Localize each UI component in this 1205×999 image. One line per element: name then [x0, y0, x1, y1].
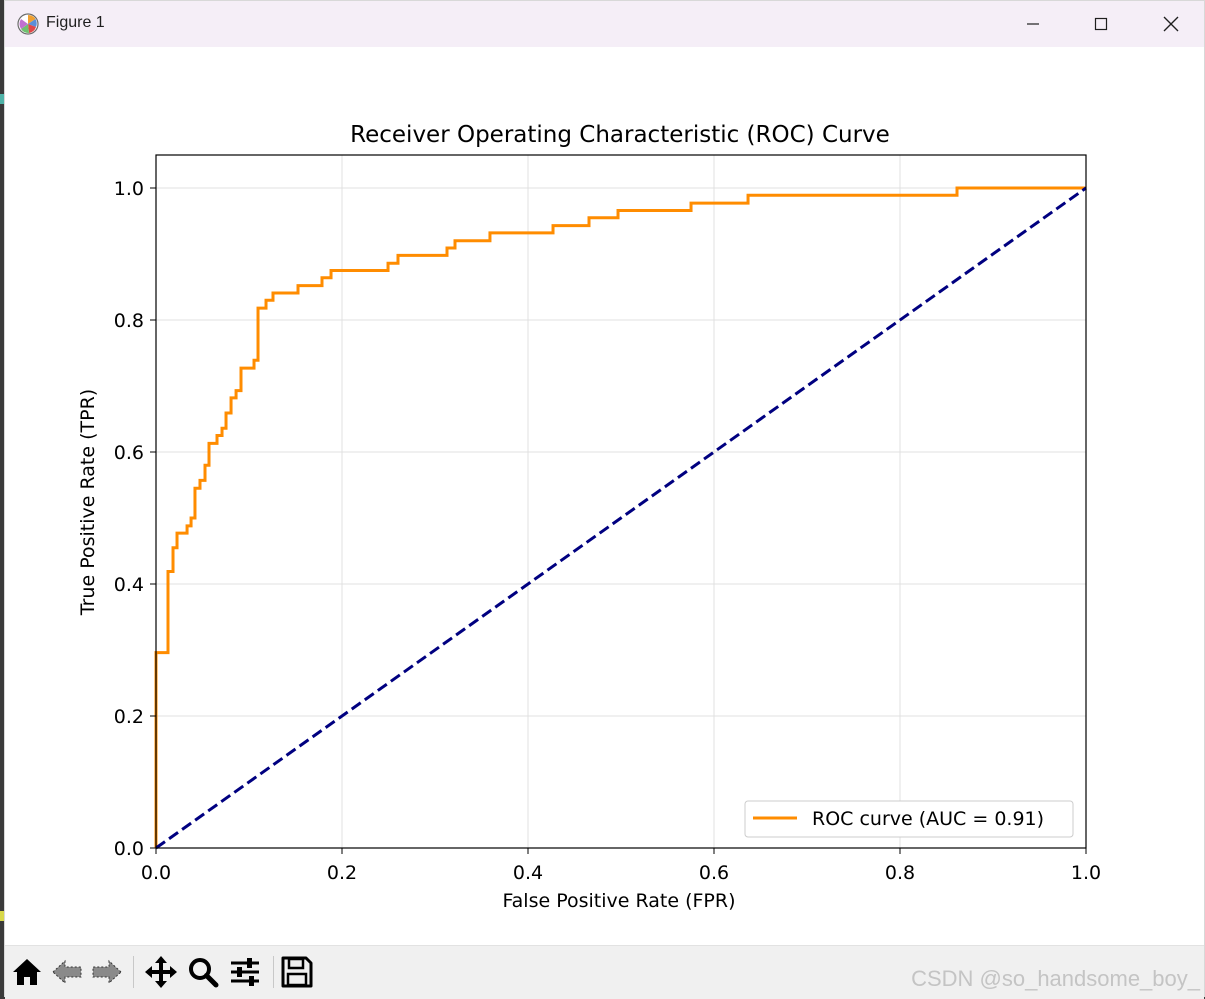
x-tick-label: 0.4 [513, 862, 543, 884]
y-axis-label: True Positive Rate (TPR) [77, 389, 99, 616]
legend: ROC curve (AUC = 0.91) [744, 800, 1074, 838]
x-tick-label: 1.0 [1071, 862, 1101, 884]
x-axis-label: False Positive Rate (FPR) [502, 890, 735, 912]
navigation-toolbar: CSDN @so_handsome_boy_ [5, 945, 1204, 999]
home-icon [13, 959, 41, 985]
home-button[interactable] [9, 954, 45, 990]
close-button[interactable] [1148, 1, 1194, 47]
close-icon [1163, 16, 1179, 32]
back-button[interactable] [49, 954, 85, 990]
plot-series [154, 186, 1087, 850]
x-tick-label: 0.6 [699, 862, 729, 884]
roc-curve-line [154, 186, 1086, 848]
baseline-series-line [155, 186, 1087, 850]
legend-box [744, 800, 1074, 838]
maximize-button[interactable] [1078, 1, 1124, 47]
pan-button[interactable] [143, 954, 179, 990]
save-button[interactable] [279, 954, 315, 990]
toolbar-separator [273, 956, 274, 988]
title-bar[interactable]: Figure 1 [5, 1, 1204, 47]
watermark: CSDN @so_handsome_boy_ [911, 966, 1200, 991]
background-edge-mark [0, 94, 4, 104]
background-edge-mark [0, 911, 4, 921]
floppy-disk-icon [281, 956, 313, 988]
y-tick-label: 0.2 [114, 706, 144, 728]
x-tick-label: 0.0 [141, 862, 171, 884]
figure-canvas[interactable]: 0.0 0.2 0.4 0.6 0.8 1.0 0.0 0.2 0.4 0.6 0.8 1.0 Rec… [5, 47, 1204, 945]
sliders-icon [231, 958, 259, 986]
y-tick-label: 1.0 [114, 178, 144, 200]
y-tick-label: 0.6 [114, 442, 144, 464]
zoom-button[interactable] [185, 954, 221, 990]
y-tick-label: 0.0 [114, 838, 144, 860]
toolbar-separator [133, 956, 134, 988]
window-title: Figure 1 [46, 14, 105, 31]
x-tick-label: 0.2 [327, 862, 357, 884]
matplotlib-logo-icon [17, 13, 39, 35]
arrow-right-icon [92, 959, 122, 985]
arrow-left-icon [52, 959, 82, 985]
tick-marks: 0.0 0.2 0.4 0.6 0.8 1.0 0.0 0.2 0.4 0.6 0.8 1.0 [114, 178, 1101, 884]
forward-button[interactable] [89, 954, 125, 990]
figure-window: Figure 1 0.0 0.2 0.4 0.6 0.8 1.0 0.0 0.2 0.4 0.6 0… [4, 0, 1205, 999]
x-tick-label: 0.8 [885, 862, 915, 884]
y-tick-label: 0.4 [114, 574, 144, 596]
minimize-button[interactable] [1010, 1, 1056, 47]
grid-lines [155, 155, 1087, 849]
magnifier-icon [189, 958, 219, 988]
legend-entry-label: ROC curve (AUC = 0.91) [812, 808, 1044, 830]
maximize-icon [1094, 17, 1108, 31]
configure-subplots-button[interactable] [227, 954, 263, 990]
chart-title: Receiver Operating Characteristic (ROC) … [350, 122, 890, 148]
move-icon [145, 956, 177, 988]
minimize-icon [1027, 23, 1039, 25]
axes-frame [155, 154, 1087, 849]
y-tick-label: 0.8 [114, 310, 144, 332]
roc-chart: 0.0 0.2 0.4 0.6 0.8 1.0 0.0 0.2 0.4 0.6 0.8 1.0 Rec… [77, 122, 1101, 912]
